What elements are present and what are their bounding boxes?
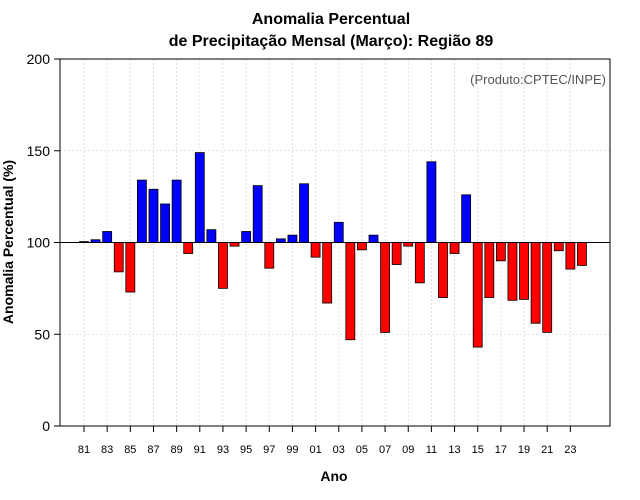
x-axis-label: Ano xyxy=(320,468,347,484)
x-tick-label: 13 xyxy=(448,444,460,456)
bar-99 xyxy=(287,234,298,243)
bar-04 xyxy=(345,242,356,341)
bar-97 xyxy=(264,242,275,269)
x-tick-label: 87 xyxy=(147,444,159,456)
chart-title-line1: Anomalia Percentual xyxy=(252,11,410,28)
bar-93 xyxy=(218,242,228,289)
bar-05 xyxy=(357,242,367,251)
bar-16 xyxy=(484,242,495,298)
bar-88 xyxy=(160,203,170,243)
x-tick-label: 23 xyxy=(564,444,576,456)
bar-13 xyxy=(449,242,460,254)
y-tick-label: 100 xyxy=(27,235,51,251)
bar-21 xyxy=(542,242,553,333)
bar-14 xyxy=(461,194,472,243)
y-tick-label: 150 xyxy=(27,143,51,159)
x-tick-label: 99 xyxy=(286,444,298,456)
bar-89 xyxy=(171,179,182,243)
bar-01 xyxy=(310,242,321,258)
x-tick-label: 17 xyxy=(495,444,507,456)
bar-94 xyxy=(229,242,240,247)
bar-09 xyxy=(403,242,414,247)
bar-20 xyxy=(530,242,541,324)
x-tick-label: 95 xyxy=(240,444,252,456)
x-tick-label: 93 xyxy=(217,444,229,456)
bar-07 xyxy=(380,242,390,333)
bar-15 xyxy=(472,242,483,348)
x-tick-label: 85 xyxy=(124,444,136,456)
bar-10 xyxy=(414,242,425,284)
x-tick-label: 21 xyxy=(541,444,553,456)
bar-22 xyxy=(553,242,564,252)
x-tick-label: 09 xyxy=(402,444,414,456)
x-tick-label: 83 xyxy=(101,444,113,456)
bar-84 xyxy=(113,242,124,273)
x-tick-label: 97 xyxy=(263,444,275,456)
bar-92 xyxy=(206,229,217,243)
bar-83 xyxy=(102,231,113,243)
bar-96 xyxy=(252,185,263,243)
gridlines xyxy=(60,59,610,426)
bar-23 xyxy=(565,242,576,270)
x-tick-label: 01 xyxy=(309,444,321,456)
x-tick-label: 19 xyxy=(518,444,530,456)
x-tick-label: 89 xyxy=(171,444,183,456)
bar-17 xyxy=(495,242,506,262)
bar-19 xyxy=(519,242,529,300)
bar-08 xyxy=(391,242,402,265)
bar-85 xyxy=(125,242,136,293)
bar-03 xyxy=(333,221,344,243)
x-tick-label: 05 xyxy=(356,444,368,456)
x-tick-label: 15 xyxy=(472,444,484,456)
x-axis: 81 83 85 87 89 91 93 95 97 99 01 03 05 07 09 11 13 15 17 19… xyxy=(78,426,576,456)
bars-group xyxy=(79,152,587,348)
x-tick-label: 03 xyxy=(333,444,345,456)
bar-18 xyxy=(507,242,518,301)
y-axis: 0 50 100 150 200 xyxy=(27,51,60,434)
y-tick-label: 200 xyxy=(27,51,51,67)
credit-text: (Produto:CPTEC/INPE) xyxy=(470,72,606,87)
bar-91 xyxy=(194,152,205,243)
x-tick-label: 07 xyxy=(379,444,391,456)
x-tick-label: 81 xyxy=(78,444,90,456)
bar-11 xyxy=(426,161,437,243)
x-tick-label: 11 xyxy=(426,444,437,456)
chart-title-line2: de Precipitação Mensal (Março): Região 8… xyxy=(169,33,494,50)
bar-00 xyxy=(299,183,309,243)
bar-87 xyxy=(148,188,159,243)
bar-02 xyxy=(322,242,333,304)
bar-12 xyxy=(438,242,448,298)
bar-06 xyxy=(368,234,379,243)
x-tick-label: 91 xyxy=(194,444,206,456)
bar-95 xyxy=(241,231,252,243)
y-tick-label: 50 xyxy=(34,326,50,342)
y-tick-label: 0 xyxy=(42,418,50,434)
y-axis-label: Anomalia Percentual (%) xyxy=(0,160,16,324)
bar-86 xyxy=(136,179,147,243)
bar-98 xyxy=(275,238,286,243)
bar-24 xyxy=(577,242,587,266)
bar-90 xyxy=(183,242,194,254)
